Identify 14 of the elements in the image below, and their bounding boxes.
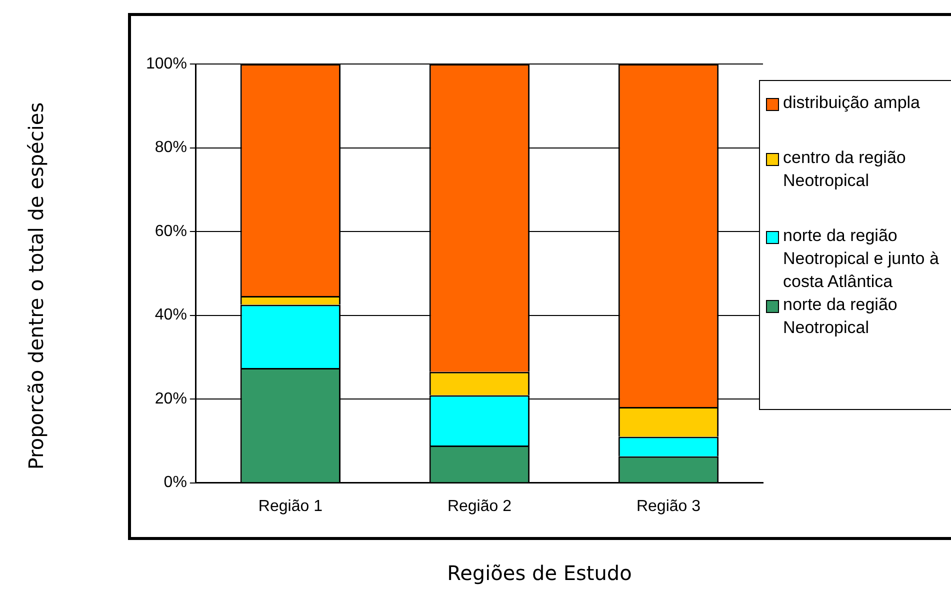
x-tick-label: Região 3 <box>636 498 701 515</box>
y-tick-label: 60% <box>154 222 187 240</box>
legend-label: centro da região Neotropical <box>783 147 907 192</box>
legend-label: norte da região Neotropical <box>783 294 898 339</box>
x-tick-label: Região 2 <box>447 498 512 515</box>
legend-label: distribuição ampla <box>783 92 920 114</box>
y-tick-label: 100% <box>146 55 187 72</box>
x-tick-label: Região 1 <box>258 498 323 515</box>
y-tick-label: 20% <box>154 390 187 408</box>
y-tick-label: 40% <box>154 306 187 324</box>
y-axis-title: Proporcão dentre o total de espécies <box>24 101 49 472</box>
y-tick-label: 0% <box>164 474 187 492</box>
x-axis-title: Regiões de Estudo <box>446 561 633 585</box>
y-tick-label: 80% <box>154 139 187 156</box>
